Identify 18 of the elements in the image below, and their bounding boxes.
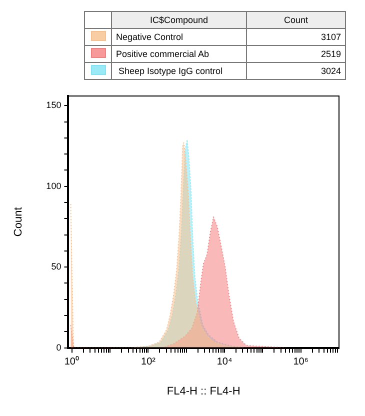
y-axis-title: Count [12, 207, 25, 237]
legend-label: Negative Control [112, 28, 246, 46]
text: 3107 [246, 28, 346, 46]
y-tick-label: 150 [46, 100, 62, 110]
x-tick-label: 10⁴ [216, 356, 232, 368]
text: 2519 [246, 46, 346, 62]
x-tick-label: 10⁶ [293, 356, 308, 368]
x-axis-title: FL4-H :: FL4-H [166, 385, 240, 398]
x-tick-label: 10² [141, 356, 156, 368]
legend-title: IC$Compound [112, 12, 246, 28]
text: 3024 [246, 62, 346, 80]
y-tick-label: 100 [46, 180, 62, 191]
y-tick-label: 50 [51, 262, 62, 272]
legend-label: Sheep Isotype IgG control [112, 62, 246, 80]
x-tick-label: 10⁰ [64, 356, 80, 368]
legend-label: Positive commercial Ab [112, 46, 246, 62]
y-tick-label: 0 [56, 342, 62, 352]
text: Count [246, 12, 346, 28]
